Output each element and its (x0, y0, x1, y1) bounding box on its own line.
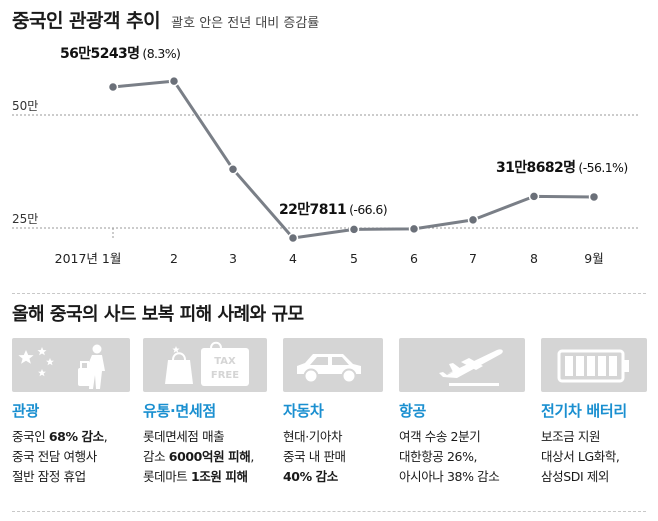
x-tick-label: 6 (410, 251, 418, 266)
description-line: 절반 잠정 휴업 (12, 467, 130, 487)
description-line: 아시아나 38% 감소 (399, 467, 525, 487)
description-line: 현대·기아차 (283, 427, 383, 447)
description-line: 여객 수송 2분기 (399, 427, 525, 447)
description-line: 삼성SDI 제외 (541, 467, 647, 487)
data-label: 56만5243명 (8.3%) (60, 45, 180, 62)
description-text: , (103, 429, 108, 444)
damage-card-description: 롯데면세점 매출 감소 6000억원 피해, 롯데마트 1조원 피해 (143, 427, 267, 487)
description-text: 중국 내 판매 (283, 449, 346, 464)
description-text: 롯데면세점 매출 (143, 429, 225, 444)
x-tick-label: 9월 (584, 251, 603, 266)
data-point (107, 81, 119, 93)
description-text: 여객 수송 2분기 (399, 429, 481, 444)
description-line: 보조금 지원 (541, 427, 647, 447)
damage-card-title: 전기차 배터리 (541, 402, 627, 420)
description-text: 중국인 (12, 429, 49, 444)
battery-icon (541, 338, 647, 392)
description-text: 롯데마트 (143, 469, 191, 484)
damage-card-title: 관광 (12, 402, 40, 420)
description-line: 중국 내 판매 (283, 447, 383, 467)
damage-section-title: 올해 중국의 사드 보복 피해 사례와 규모 (12, 304, 304, 325)
description-line: 중국인 68% 감소, (12, 427, 130, 447)
description-line: 대한항공 26%, (399, 447, 525, 467)
data-label: 31만8682명 (-56.1%) (496, 159, 628, 176)
data-point (227, 163, 239, 175)
car-icon (283, 338, 383, 392)
data-label-value: 56만5243명 (60, 45, 139, 62)
description-text: 보조금 지원 (541, 429, 601, 444)
line-chart: 25만 50만 2017년 1월 2 3 4 5 6 7 8 9월 56만5243명 (8.3%) 22만… (12, 45, 640, 266)
free-text: FREE (211, 370, 239, 381)
x-tick-label: 5 (350, 251, 358, 266)
data-label-value: 31만8682명 (496, 159, 575, 176)
x-tick-label: 8 (530, 251, 538, 266)
description-line: 롯데면세점 매출 (143, 427, 267, 447)
description-line: 중국 전담 여행사 (12, 447, 130, 467)
x-tick-label: 4 (289, 251, 297, 266)
description-text: 대한항공 26%, (399, 449, 478, 464)
bottom-divider (12, 511, 646, 512)
damage-card-2: TAX FREE 유통·면세점 롯데면세점 매출 감소 6000억원 피해, 롯데마트… (143, 338, 267, 487)
damage-card-title: 자동차 (283, 402, 324, 420)
description-line: 40% 감소 (283, 467, 383, 487)
damage-card-title: 항공 (399, 402, 427, 420)
x-tick-label: 2017년 1월 (55, 251, 122, 266)
data-point (168, 75, 180, 87)
description-text: 삼성SDI 제외 (541, 469, 610, 484)
highlight-text: 40% 감소 (283, 469, 338, 484)
data-point (588, 191, 600, 203)
tax-text: TAX (214, 356, 236, 367)
data-label-change: (-56.1%) (578, 160, 627, 175)
description-text: 대상서 LG화학, (541, 449, 620, 464)
highlight-text: 68% 감소 (48, 429, 104, 444)
description-line: 롯데마트 1조원 피해 (143, 467, 267, 487)
highlight-text: 1조원 피해 (190, 469, 248, 484)
description-text: 아시아나 38% 감소 (399, 469, 500, 484)
x-tick-label: 7 (469, 251, 477, 266)
data-point (528, 191, 540, 202)
data-label-change: (8.3%) (142, 46, 180, 61)
x-tick-label: 2 (170, 251, 178, 266)
data-label-change: (-66.6) (349, 202, 387, 217)
damage-card-title: 유통·면세점 (143, 402, 216, 420)
data-point (408, 223, 420, 235)
data-label-value: 22만7811 (279, 202, 346, 218)
data-point (287, 232, 299, 244)
chart-title-row: 중국인 관광객 추이 괄호 안은 전년 대비 증감률 (12, 6, 319, 33)
highlight-text: 6000억원 피해 (168, 449, 251, 464)
description-line: 대상서 LG화학, (541, 447, 647, 467)
tax-free-bag-icon: TAX FREE (143, 338, 267, 392)
data-point (348, 224, 360, 235)
y-tick-label: 25만 (12, 212, 38, 226)
description-text: 감소 (143, 449, 169, 464)
description-text: 절반 잠정 휴업 (12, 469, 86, 484)
tourist-icon (12, 338, 130, 392)
airplane-icon (399, 338, 525, 392)
chart-title: 중국인 관광객 추이 (12, 10, 161, 32)
data-point (467, 214, 479, 226)
description-text: , (250, 449, 254, 464)
section-divider (12, 293, 646, 294)
description-text: 현대·기아차 (283, 429, 343, 444)
y-tick-label: 50만 (12, 99, 38, 113)
x-tick-label: 3 (229, 251, 237, 266)
description-line: 감소 6000억원 피해, (143, 447, 267, 467)
chart-subtitle: 괄호 안은 전년 대비 증감률 (171, 16, 320, 31)
description-text: 중국 전담 여행사 (12, 449, 97, 464)
data-label: 22만7811 (-66.6) (279, 202, 387, 218)
